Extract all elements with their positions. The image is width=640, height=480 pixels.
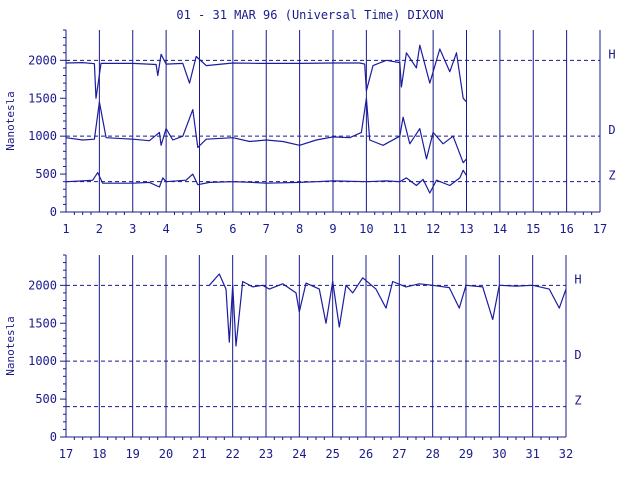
top-x-tick-label: 12 <box>426 222 440 236</box>
bottom-component-label-z: Z <box>574 394 581 408</box>
top-x-tick-label: 5 <box>196 222 203 236</box>
bottom-y-tick-label: 1000 <box>28 354 57 368</box>
bottom-y-tick-label: 2000 <box>28 278 57 292</box>
top-x-tick-label: 8 <box>296 222 303 236</box>
top-x-tick-label: 9 <box>329 222 336 236</box>
top-x-tick-label: 16 <box>559 222 573 236</box>
bottom-y-axis-label: Nanotesla <box>4 316 17 376</box>
top-y-tick-label: 500 <box>35 167 57 181</box>
top-component-label-h: H <box>608 47 615 61</box>
top-trace-z <box>65 169 468 194</box>
bottom-trace-h <box>208 273 567 347</box>
top-x-tick-label: 3 <box>129 222 136 236</box>
bottom-x-tick-label: 31 <box>525 447 539 461</box>
top-x-tick-label: 4 <box>163 222 170 236</box>
bottom-x-tick-label: 26 <box>359 447 373 461</box>
bottom-y-tick-label: 500 <box>35 392 57 406</box>
bottom-x-tick-label: 21 <box>192 447 206 461</box>
bottom-x-tick-label: 19 <box>125 447 139 461</box>
bottom-y-tick-label: 1500 <box>28 316 57 330</box>
bottom-component-label-d: D <box>574 348 581 362</box>
top-y-axis-label: Nanotesla <box>4 91 17 151</box>
bottom-x-tick-label: 22 <box>225 447 239 461</box>
top-y-tick-label: 0 <box>50 205 57 219</box>
bottom-x-tick-label: 25 <box>325 447 339 461</box>
top-x-tick-label: 13 <box>459 222 473 236</box>
top-component-label-z: Z <box>608 169 615 183</box>
top-x-tick-label: 6 <box>229 222 236 236</box>
bottom-x-tick-label: 20 <box>159 447 173 461</box>
bottom-x-tick-label: 23 <box>259 447 273 461</box>
bottom-x-tick-label: 28 <box>425 447 439 461</box>
top-trace-d <box>65 97 467 164</box>
top-x-tick-label: 1 <box>62 222 69 236</box>
top-x-tick-label: 15 <box>526 222 540 236</box>
top-trace-h <box>65 44 467 103</box>
bottom-x-tick-label: 24 <box>292 447 306 461</box>
top-component-label-d: D <box>608 123 615 137</box>
top-x-tick-label: 10 <box>359 222 373 236</box>
top-x-tick-label: 2 <box>96 222 103 236</box>
bottom-x-tick-label: 29 <box>459 447 473 461</box>
chart-title: 01 - 31 MAR 96 (Universal Time) DIXON <box>176 8 444 22</box>
bottom-x-tick-label: 27 <box>392 447 406 461</box>
top-x-tick-label: 7 <box>263 222 270 236</box>
top-y-tick-label: 1000 <box>28 129 57 143</box>
bottom-x-tick-label: 17 <box>59 447 73 461</box>
bottom-y-tick-label: 0 <box>50 430 57 444</box>
bottom-x-tick-label: 18 <box>92 447 106 461</box>
top-x-tick-label: 14 <box>493 222 507 236</box>
bottom-x-tick-label: 32 <box>559 447 573 461</box>
top-x-tick-label: 17 <box>593 222 607 236</box>
top-x-tick-label: 11 <box>393 222 407 236</box>
top-y-tick-label: 2000 <box>28 53 57 67</box>
bottom-component-label-h: H <box>574 272 581 286</box>
top-y-tick-label: 1500 <box>28 91 57 105</box>
bottom-x-tick-label: 30 <box>492 447 506 461</box>
